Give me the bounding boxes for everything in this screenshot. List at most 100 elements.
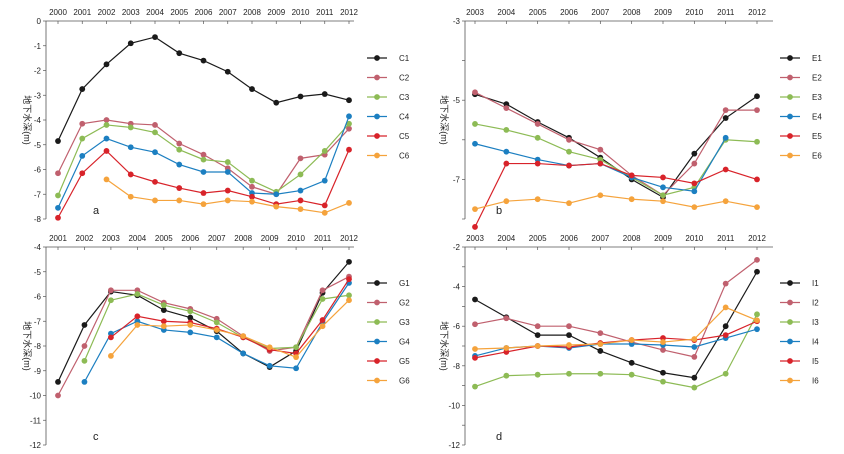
chart-panel-c: 2001 2002 2003 2004 2005 2006 2007 2008 2009 2010…: [22, 234, 410, 450]
legend-marker: [374, 299, 380, 306]
data-point: [176, 197, 183, 204]
data-point: [79, 135, 86, 142]
data-point: [108, 353, 114, 359]
data-point: [55, 204, 61, 211]
data-point: [127, 124, 134, 131]
legend-label: E3: [812, 93, 822, 102]
data-point: [297, 155, 304, 162]
data-point: [321, 177, 328, 184]
legend-marker: [374, 74, 380, 81]
data-point: [152, 122, 158, 128]
legend-entry: E6: [780, 152, 822, 161]
legend-marker: [787, 377, 793, 384]
legend-label: E5: [812, 132, 822, 141]
data-point: [103, 135, 110, 142]
data-point: [224, 197, 231, 204]
data-point: [597, 341, 604, 347]
legend-marker: [787, 280, 793, 286]
data-point: [754, 268, 760, 275]
data-point: [566, 323, 572, 330]
data-point: [200, 156, 207, 163]
series-line: [474, 271, 758, 379]
legend-marker: [374, 133, 380, 139]
data-point: [566, 200, 572, 207]
data-point: [691, 160, 698, 167]
x-tick-label: 2009: [261, 234, 279, 243]
data-point: [566, 342, 572, 348]
data-point: [249, 177, 255, 184]
data-point: [628, 337, 635, 343]
y-tick-label: -3: [453, 17, 461, 26]
data-point: [597, 370, 604, 377]
x-tick-label: 2001: [73, 8, 91, 17]
data-point: [503, 198, 510, 205]
data-point: [660, 339, 666, 345]
series-G2: [55, 273, 352, 399]
data-point: [472, 224, 478, 230]
legend-label: C4: [399, 113, 410, 122]
data-point: [176, 185, 183, 191]
data-point: [152, 149, 158, 156]
data-point: [79, 86, 86, 92]
series-line: [474, 306, 758, 350]
data-point: [534, 332, 541, 339]
legend-marker: [374, 94, 380, 100]
data-point: [55, 170, 61, 177]
data-point: [472, 121, 478, 127]
x-tick-label: 2012: [748, 8, 766, 17]
series-I3: [472, 311, 760, 391]
series-G1: [55, 258, 352, 385]
series-line: [474, 314, 758, 389]
legend-entry: I1: [780, 279, 819, 288]
legend-marker: [374, 377, 380, 384]
data-point: [754, 311, 760, 318]
y-tick-label: -6: [34, 166, 42, 175]
data-point: [691, 344, 698, 350]
legend-label: G3: [399, 318, 410, 327]
data-point: [224, 159, 231, 165]
legend-marker: [787, 113, 793, 120]
data-point: [754, 317, 760, 324]
legend-entry: G2: [367, 299, 410, 308]
data-point: [240, 333, 247, 339]
y-tick-label: -12: [448, 441, 460, 450]
data-point: [628, 371, 635, 378]
y-tick-label: -11: [30, 416, 42, 425]
data-point: [534, 343, 541, 349]
legend-entry: E2: [780, 74, 822, 83]
legend-entry: G4: [367, 338, 410, 347]
data-point: [566, 162, 572, 169]
x-tick-label: 2010: [287, 234, 305, 243]
data-point: [534, 160, 541, 167]
data-point: [187, 314, 194, 321]
y-tick-label: -7: [34, 190, 42, 199]
y-tick-label: -10: [448, 401, 460, 410]
data-point: [472, 296, 478, 303]
data-point: [534, 121, 541, 127]
y-tick-label: -5: [453, 96, 461, 105]
legend-marker: [787, 358, 793, 364]
legend-label: C3: [399, 93, 410, 102]
data-point: [321, 202, 328, 209]
x-tick-label: 2010: [685, 234, 703, 243]
data-point: [200, 201, 207, 208]
data-point: [346, 258, 352, 265]
data-point: [249, 86, 255, 92]
data-point: [249, 198, 255, 205]
x-tick-label: 2005: [529, 234, 547, 243]
legend-entry: E4: [780, 113, 822, 122]
data-point: [160, 307, 167, 314]
data-point: [200, 190, 207, 196]
data-point: [187, 308, 194, 315]
legend-label: E6: [812, 152, 822, 161]
y-tick-label: -5: [34, 141, 42, 150]
data-point: [319, 287, 326, 294]
x-tick-label: 2012: [748, 234, 766, 243]
data-point: [319, 317, 326, 323]
y-tick-label: -2: [453, 243, 461, 252]
y-tick-label: -3: [34, 91, 42, 100]
data-point: [152, 197, 158, 204]
panel-label: b: [496, 205, 502, 217]
data-point: [55, 192, 61, 199]
x-tick-label: 2012: [340, 234, 358, 243]
